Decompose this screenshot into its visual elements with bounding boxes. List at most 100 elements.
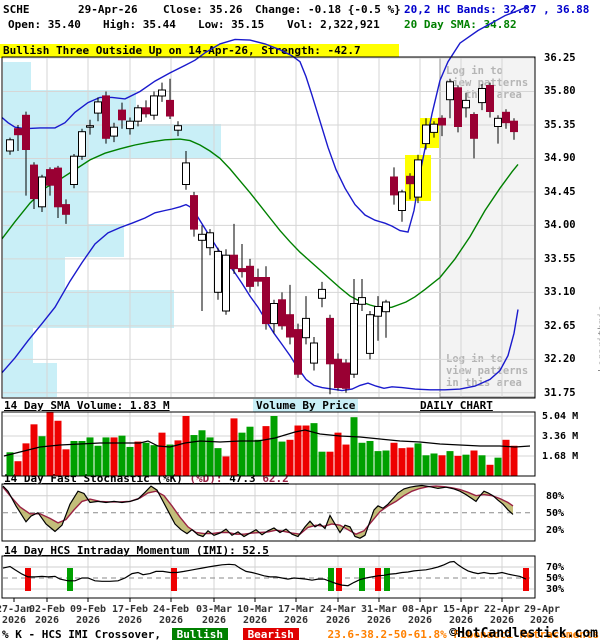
volume-bar bbox=[54, 420, 62, 476]
legend-prefix: % K - HCS IMI Crossover, bbox=[2, 628, 161, 640]
volume-bar bbox=[142, 442, 150, 476]
date-tick-label: 31-Mar 2026 bbox=[357, 604, 401, 626]
volume-bar bbox=[366, 440, 374, 476]
price-axis-label: 34.00 bbox=[544, 219, 576, 232]
candle-up bbox=[270, 303, 278, 325]
header-date: 29-Apr-26 bbox=[78, 3, 138, 16]
date-tick-label: 08-Apr 2026 bbox=[398, 604, 442, 626]
volume-panel-title: 14 Day SMA Volume: 1.83 M bbox=[4, 399, 170, 412]
price-axis-label: 31.75 bbox=[544, 386, 576, 399]
header-close: Close: 35.26 bbox=[163, 3, 243, 16]
candle-down bbox=[46, 169, 54, 186]
volume-axis-label: 3.36 M bbox=[542, 431, 579, 442]
volume-bar bbox=[310, 423, 318, 476]
header-hc-bands: 20,2 HC Bands: 32.87 , 36.88 bbox=[404, 3, 590, 16]
volume-bar bbox=[270, 416, 278, 476]
volume-bar bbox=[238, 432, 246, 476]
imi-bullish-signal bbox=[67, 568, 73, 591]
header-low: Low: 35.15 bbox=[198, 18, 265, 31]
volume-bar bbox=[374, 451, 382, 476]
volume-bar bbox=[30, 424, 38, 476]
candle-down bbox=[14, 128, 22, 136]
candle-up bbox=[446, 81, 454, 101]
volume-by-price-bar bbox=[3, 290, 174, 328]
legend-fibonacci: 23.6-38.2-50-61.8% Fibonacci Retracement… bbox=[327, 628, 600, 640]
candle-up bbox=[350, 303, 358, 375]
candle-up bbox=[150, 95, 158, 116]
candle-down bbox=[166, 99, 174, 117]
volume-bar bbox=[486, 464, 494, 476]
candle-down bbox=[326, 317, 334, 365]
candle-down bbox=[30, 164, 38, 200]
date-tick-year: 2026 bbox=[158, 615, 184, 626]
volume-bar bbox=[390, 442, 398, 476]
candle-up bbox=[110, 126, 118, 137]
stochastic-axis-label: 20% bbox=[546, 525, 565, 536]
volume-bar bbox=[198, 430, 206, 476]
price-axis-label: 35.35 bbox=[544, 118, 576, 131]
candle-down bbox=[342, 362, 350, 389]
price-axis-label: 34.45 bbox=[544, 185, 576, 198]
candle-up bbox=[494, 117, 502, 128]
volume-bar bbox=[254, 439, 262, 476]
candle-down bbox=[246, 265, 254, 287]
volume-bar bbox=[422, 455, 430, 476]
candle-down bbox=[334, 358, 342, 389]
date-tick-year: 2026 bbox=[201, 615, 227, 626]
candle-up bbox=[182, 162, 190, 185]
panel-border bbox=[1, 483, 536, 542]
candle-down bbox=[22, 114, 30, 151]
candle-up bbox=[78, 131, 86, 157]
header-high: High: 35.44 bbox=[103, 18, 176, 31]
volume-bar bbox=[174, 440, 182, 476]
stochastic-axis-label: 50% bbox=[546, 508, 565, 519]
copyright-link[interactable]: ©HotCandlestick.com bbox=[449, 626, 598, 640]
volume-bar bbox=[38, 436, 46, 476]
login-prompt-text[interactable]: Log in to bbox=[446, 353, 503, 365]
date-tick-year: 2026 bbox=[34, 615, 60, 626]
candle-up bbox=[38, 176, 46, 208]
candle-up bbox=[302, 317, 310, 339]
login-prompt-text[interactable]: view patterns bbox=[446, 365, 528, 377]
volume-bar bbox=[470, 450, 478, 476]
volume-sma-line bbox=[3, 429, 531, 457]
candle-up bbox=[422, 124, 430, 145]
price-axis-label: 34.90 bbox=[544, 152, 576, 165]
candle-up bbox=[214, 250, 222, 293]
login-prompt-text[interactable]: in this area bbox=[446, 89, 522, 101]
volume-bar bbox=[382, 450, 390, 476]
volume-by-price-bar bbox=[3, 62, 31, 90]
candle-down bbox=[438, 117, 446, 126]
login-prompt-text[interactable]: in this area bbox=[446, 377, 522, 389]
volume-axis-label: 1.68 M bbox=[542, 451, 579, 462]
candle-up bbox=[462, 99, 470, 109]
candle-down bbox=[54, 167, 62, 208]
date-tick-label: 17-Feb 2026 bbox=[108, 604, 152, 626]
date-tick-label: 17-Mar 2026 bbox=[274, 604, 318, 626]
symbol: SCHE bbox=[3, 3, 30, 16]
candle-up bbox=[198, 233, 206, 241]
date-tick-label: 10-Mar 2026 bbox=[233, 604, 277, 626]
header-open: Open: 35.40 bbox=[8, 18, 81, 31]
price-axis-label: 35.80 bbox=[544, 85, 576, 98]
candle-up bbox=[206, 232, 214, 249]
volume-bar bbox=[294, 425, 302, 476]
volume-bar bbox=[150, 445, 158, 476]
volume-bar bbox=[350, 417, 358, 476]
stochastic-d-value: 62.2 bbox=[262, 472, 289, 485]
login-prompt-text[interactable]: view patterns bbox=[446, 77, 528, 89]
volume-bar bbox=[398, 448, 406, 476]
candle-up bbox=[70, 155, 78, 185]
locked-pattern-area[interactable] bbox=[439, 57, 536, 398]
imi-bearish-signal bbox=[523, 568, 529, 591]
candle-down bbox=[142, 107, 150, 115]
volume-bar bbox=[510, 445, 518, 476]
panel-border bbox=[1, 411, 536, 477]
date-tick-year: 2026 bbox=[366, 615, 392, 626]
login-prompt-text[interactable]: Log in to bbox=[446, 65, 503, 77]
volume-bar bbox=[342, 444, 350, 476]
stochastic-panel-title: 14 Day Fast Stochastic (%K) (%D): 47.3 6… bbox=[4, 472, 289, 485]
volume-bar bbox=[190, 435, 198, 476]
volume-bar bbox=[158, 432, 166, 476]
panel-border bbox=[1, 555, 536, 599]
